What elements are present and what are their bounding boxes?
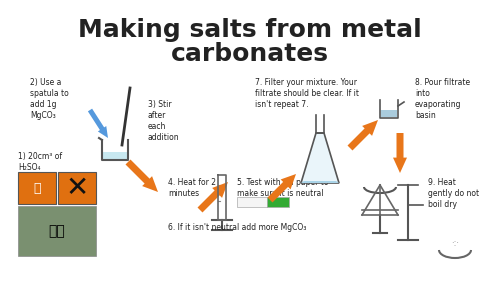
Bar (18, 172, 56, 204)
Polygon shape (348, 120, 378, 150)
Bar (18, 206, 96, 256)
Text: Making salts from metal: Making salts from metal (78, 18, 422, 42)
Polygon shape (126, 160, 158, 192)
Text: ✕: ✕ (66, 174, 88, 202)
Bar (58, 172, 96, 204)
Bar (267, 197, 289, 207)
Text: ·:·: ·:· (451, 239, 459, 248)
Text: 7. Filter your mixture. Your
filtrate should be clear. If it
isn't repeat 7.: 7. Filter your mixture. Your filtrate sh… (255, 78, 359, 109)
Text: 2) Use a
spatula to
add 1g
MgCO₃: 2) Use a spatula to add 1g MgCO₃ (30, 78, 69, 120)
Polygon shape (198, 182, 228, 212)
Text: 6. If it isn't neutral add more MgCO₃: 6. If it isn't neutral add more MgCO₃ (168, 223, 306, 232)
Polygon shape (393, 133, 407, 173)
Polygon shape (268, 174, 296, 203)
Polygon shape (88, 109, 108, 138)
Bar (237, 197, 267, 207)
Text: 1) 20cm³ of
H₂SO₄: 1) 20cm³ of H₂SO₄ (18, 152, 62, 172)
Polygon shape (301, 181, 339, 183)
Text: 9. Heat
gently do not
boil dry: 9. Heat gently do not boil dry (428, 178, 479, 209)
Text: 4. Heat for 2
minutes: 4. Heat for 2 minutes (168, 178, 216, 198)
Text: 5. Test with pH paper to
make sure it is neutral: 5. Test with pH paper to make sure it is… (237, 178, 328, 198)
Text: carbonates: carbonates (171, 42, 329, 66)
Text: 8. Pour filtrate
into
evaporating
basin: 8. Pour filtrate into evaporating basin (415, 78, 470, 120)
Bar (103, 152, 127, 159)
Text: 3) Stir
after
each
addition: 3) Stir after each addition (148, 100, 180, 142)
Polygon shape (301, 133, 339, 183)
Text: 🧪: 🧪 (33, 182, 41, 194)
Text: 👦👧: 👦👧 (48, 224, 66, 238)
Bar (381, 110, 397, 117)
